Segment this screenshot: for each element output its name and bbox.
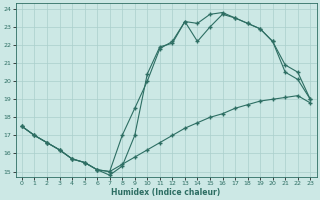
X-axis label: Humidex (Indice chaleur): Humidex (Indice chaleur) (111, 188, 221, 197)
